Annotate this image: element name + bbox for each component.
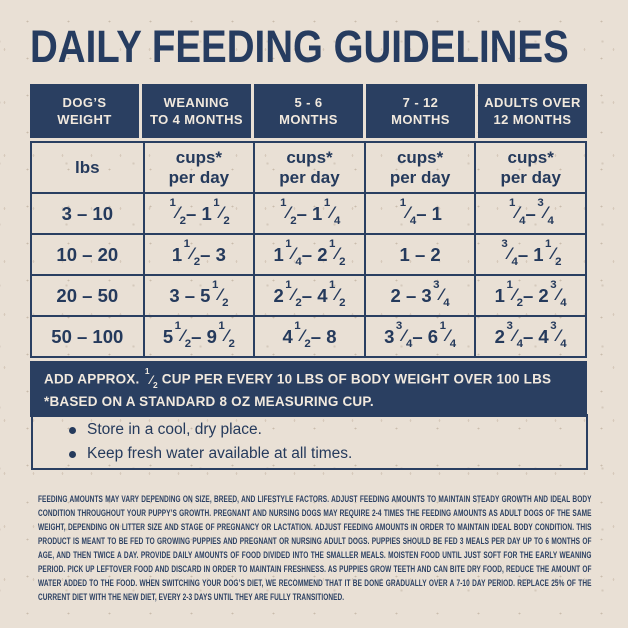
unit-line: cups* bbox=[175, 147, 223, 167]
tip-item: Keep fresh water available at all times. bbox=[69, 445, 586, 463]
unit-line: lbs bbox=[75, 157, 100, 177]
fine-print: FEEDING AMOUNTS MAY VARY DEPENDING ON SI… bbox=[38, 494, 592, 602]
table-cell-amount: 1⁄2 – 1 1⁄2 bbox=[142, 194, 254, 233]
table-cell-amount: 1⁄4 – 3⁄4 bbox=[474, 194, 585, 233]
table-cell-weight: 20 – 50 bbox=[56, 284, 119, 306]
table-cell-amount: 3⁄4 – 1 1⁄2 bbox=[474, 235, 585, 274]
unit-line: cups* bbox=[507, 147, 554, 167]
header-line: 5 - 6 bbox=[294, 95, 323, 110]
feeding-table: DOG’S WEIGHT WEANING TO 4 MONTHS 5 - 6 M… bbox=[30, 84, 587, 418]
header-line: ADULTS OVER bbox=[484, 95, 581, 110]
col-header-adults-over-12-months: ADULTS OVER 12 MONTHS bbox=[478, 84, 587, 138]
table-row: 50 – 100 5 1⁄2 – 9 1⁄2 4 1⁄2 – 8 3 3⁄4 – 6 1⁄… bbox=[32, 315, 585, 356]
unit-line: per day bbox=[500, 167, 561, 187]
header-line: 12 MONTHS bbox=[493, 112, 572, 127]
unit-row: lbs cups* per day cups* per day cups* pe… bbox=[32, 143, 585, 192]
header-line: MONTHS bbox=[279, 112, 338, 127]
table-cell-weight: 50 – 100 bbox=[51, 325, 124, 347]
table-cell-amount: 1 1⁄4 – 2 1⁄2 bbox=[253, 235, 364, 274]
tip-text: Keep fresh water available at all times. bbox=[87, 445, 353, 462]
table-cell-amount: 2 1⁄2 – 4 1⁄2 bbox=[253, 276, 364, 315]
table-row: 10 – 20 1 1⁄2 – 3 1 1⁄4 – 2 1⁄2 1 – 2 3⁄4 –… bbox=[32, 233, 585, 274]
storage-tips-box: Store in a cool, dry place. Keep fresh w… bbox=[31, 414, 588, 470]
table-cell-amount: 2 3⁄4 – 4 3⁄4 bbox=[474, 317, 585, 356]
unit-line: cups* bbox=[286, 147, 333, 167]
footnote-band: ADD APPROX. 1⁄2 CUP PER EVERY 10 LBS OF … bbox=[30, 361, 587, 418]
header-line: TO 4 MONTHS bbox=[149, 112, 243, 127]
tip-text: Store in a cool, dry place. bbox=[87, 421, 262, 438]
header-line: 7 - 12 bbox=[402, 95, 439, 110]
tip-item: Store in a cool, dry place. bbox=[69, 421, 586, 439]
page-title: DAILY FEEDING GUIDELINES bbox=[30, 21, 569, 72]
table-cell-amount: 4 1⁄2 – 8 bbox=[253, 317, 364, 356]
unit-cell-cups-per-day: cups* per day bbox=[142, 143, 254, 192]
unit-cell-cups-per-day: cups* per day bbox=[474, 143, 585, 192]
unit-line: per day bbox=[389, 167, 451, 187]
table-cell-amount: 3 – 5 1⁄2 bbox=[142, 276, 254, 315]
header-line: WEANING bbox=[163, 95, 230, 110]
table-cell-weight: 3 – 10 bbox=[61, 202, 114, 224]
table-cell-weight: 10 – 20 bbox=[56, 243, 119, 265]
table-row: 3 – 10 1⁄2 – 1 1⁄2 1⁄2 – 1 1⁄4 1⁄4 – 1 1⁄4… bbox=[32, 192, 585, 233]
unit-line: cups* bbox=[396, 147, 444, 167]
unit-cell-cups-per-day: cups* per day bbox=[253, 143, 364, 192]
table-cell-amount: 2 – 3 3⁄4 bbox=[363, 276, 475, 315]
bullet-icon bbox=[69, 450, 76, 458]
table-cell-amount: 5 1⁄2 – 9 1⁄2 bbox=[142, 317, 254, 356]
col-header-dogs-weight: DOG’S WEIGHT bbox=[30, 84, 139, 138]
header-line: MONTHS bbox=[391, 112, 450, 127]
table-body: lbs cups* per day cups* per day cups* pe… bbox=[30, 141, 587, 358]
unit-cell-cups-per-day: cups* per day bbox=[363, 143, 475, 192]
header-line: WEIGHT bbox=[57, 112, 112, 127]
table-cell-amount: 3 3⁄4 – 6 1⁄4 bbox=[363, 317, 475, 356]
col-header-weaning-4-months: WEANING TO 4 MONTHS bbox=[142, 84, 251, 138]
unit-line: per day bbox=[279, 167, 340, 187]
bullet-icon bbox=[69, 426, 76, 434]
unit-cell-lbs: lbs bbox=[32, 143, 143, 192]
col-header-7-12-months: 7 - 12 MONTHS bbox=[366, 84, 475, 138]
header-line: DOG’S bbox=[62, 95, 107, 110]
table-header-row: DOG’S WEIGHT WEANING TO 4 MONTHS 5 - 6 M… bbox=[30, 84, 587, 138]
table-cell-amount: 1 1⁄2 – 3 bbox=[142, 235, 254, 274]
table-cell-amount: 1⁄4 – 1 bbox=[363, 194, 475, 233]
table-cell-amount: 1⁄2 – 1 1⁄4 bbox=[253, 194, 364, 233]
col-header-5-6-months: 5 - 6 MONTHS bbox=[254, 84, 363, 138]
footnote-line-2: *BASED ON A STANDARD 8 OZ MEASURING CUP. bbox=[44, 394, 374, 410]
table-cell-amount: 1 1⁄2 – 2 3⁄4 bbox=[474, 276, 585, 315]
unit-line: per day bbox=[168, 167, 230, 187]
footnote-line-1: ADD APPROX. 1⁄2 CUP PER EVERY 10 LBS OF … bbox=[44, 366, 552, 390]
table-cell-amount: 1 – 2 bbox=[363, 235, 475, 274]
